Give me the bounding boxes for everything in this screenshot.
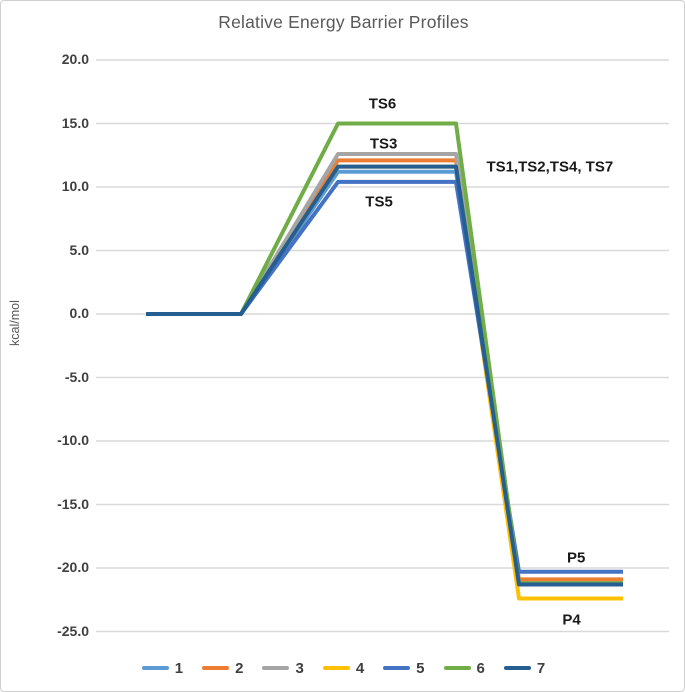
chart-legend: 1 2 3 4 5 6 7 [1, 655, 684, 681]
legend-item-7[interactable]: 7 [503, 659, 546, 677]
series-line-4[interactable] [146, 164, 623, 601]
legend-item-5[interactable]: 5 [383, 659, 425, 677]
legend-item-4[interactable]: 4 [322, 659, 365, 677]
legend-swatch-7 [503, 665, 531, 671]
legend-item-2[interactable]: 2 [202, 660, 243, 677]
y-tick-label: -25.0 [57, 622, 89, 639]
chart-title: Relative Energy Barrier Profiles [218, 12, 469, 32]
legend-swatch-2 [202, 665, 230, 671]
y-tick-label: -5.0 [64, 368, 89, 385]
y-tick-label: -15.0 [57, 495, 89, 512]
legend-swatch-4 [322, 665, 350, 671]
legend-swatch-5 [383, 665, 411, 671]
legend-swatch-1 [141, 665, 169, 671]
y-tick-label: 10.0 [61, 178, 89, 194]
legend-label: 3 [295, 659, 304, 677]
legend-item-3[interactable]: 3 [262, 659, 304, 677]
y-tick-label: 5.0 [69, 241, 89, 258]
y-tick-label: 20.0 [61, 51, 89, 67]
legend-label: 1 [174, 659, 184, 677]
legend-label: 7 [536, 659, 546, 677]
y-tick-label: -20.0 [57, 559, 89, 575]
annotation-p5: P5 [566, 549, 586, 567]
annotation-ts1-ts2-ts4-ts7: TS1,TS2,TS4, TS7 [486, 158, 614, 176]
legend-label: 2 [235, 659, 244, 677]
y-tick-label: 0.0 [69, 305, 89, 321]
legend-label: 6 [476, 659, 485, 677]
series-line-6[interactable] [146, 121, 623, 586]
series-line-3[interactable] [146, 151, 623, 586]
annotation-p4: P4 [562, 611, 581, 629]
legend-label: 5 [416, 659, 425, 677]
legend-swatch-3 [262, 665, 290, 671]
annotation-ts3: TS3 [369, 135, 398, 153]
legend-item-6[interactable]: 6 [443, 659, 485, 677]
y-tick-label: -10.0 [57, 432, 89, 448]
series-line-2[interactable] [146, 158, 623, 582]
annotation-ts5: TS5 [365, 193, 393, 211]
series-line-7[interactable] [146, 164, 623, 587]
legend-item-1[interactable]: 1 [141, 659, 184, 677]
legend-label: 4 [355, 659, 365, 677]
y-tick-label: 15.0 [61, 114, 89, 131]
legend-swatch-6 [443, 665, 471, 671]
annotation-ts6: TS6 [368, 95, 397, 113]
